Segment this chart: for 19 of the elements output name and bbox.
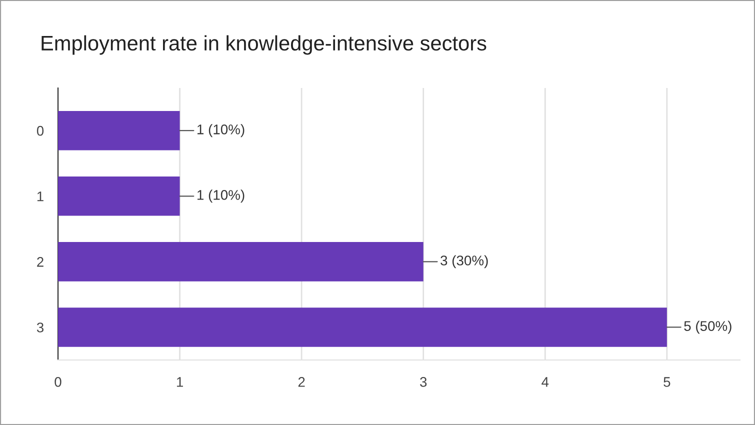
x-tick-label: 2 [298, 377, 305, 387]
bar [58, 176, 180, 216]
x-tick-label: 1 [176, 377, 183, 387]
x-tick-label: 0 [54, 377, 62, 387]
y-tick-label: 1 [37, 192, 44, 202]
data-label: 1 (10%) [198, 190, 244, 203]
data-label: 3 (30%) [440, 255, 488, 268]
x-tick-label: 5 [664, 377, 670, 387]
x-tick-label: 4 [542, 377, 549, 387]
x-tick-label: 3 [420, 377, 427, 387]
data-label: 5 (50%) [684, 320, 732, 334]
bar [58, 242, 424, 282]
y-tick-label: 3 [36, 322, 44, 332]
data-label: 1 (10%) [198, 124, 244, 138]
bar [58, 308, 667, 347]
bar [58, 110, 180, 150]
chart-title: Employment rate in knowledge-intensive sectors [42, 35, 486, 55]
y-tick-label: 0 [36, 126, 44, 136]
y-tick-label: 2 [37, 257, 44, 267]
